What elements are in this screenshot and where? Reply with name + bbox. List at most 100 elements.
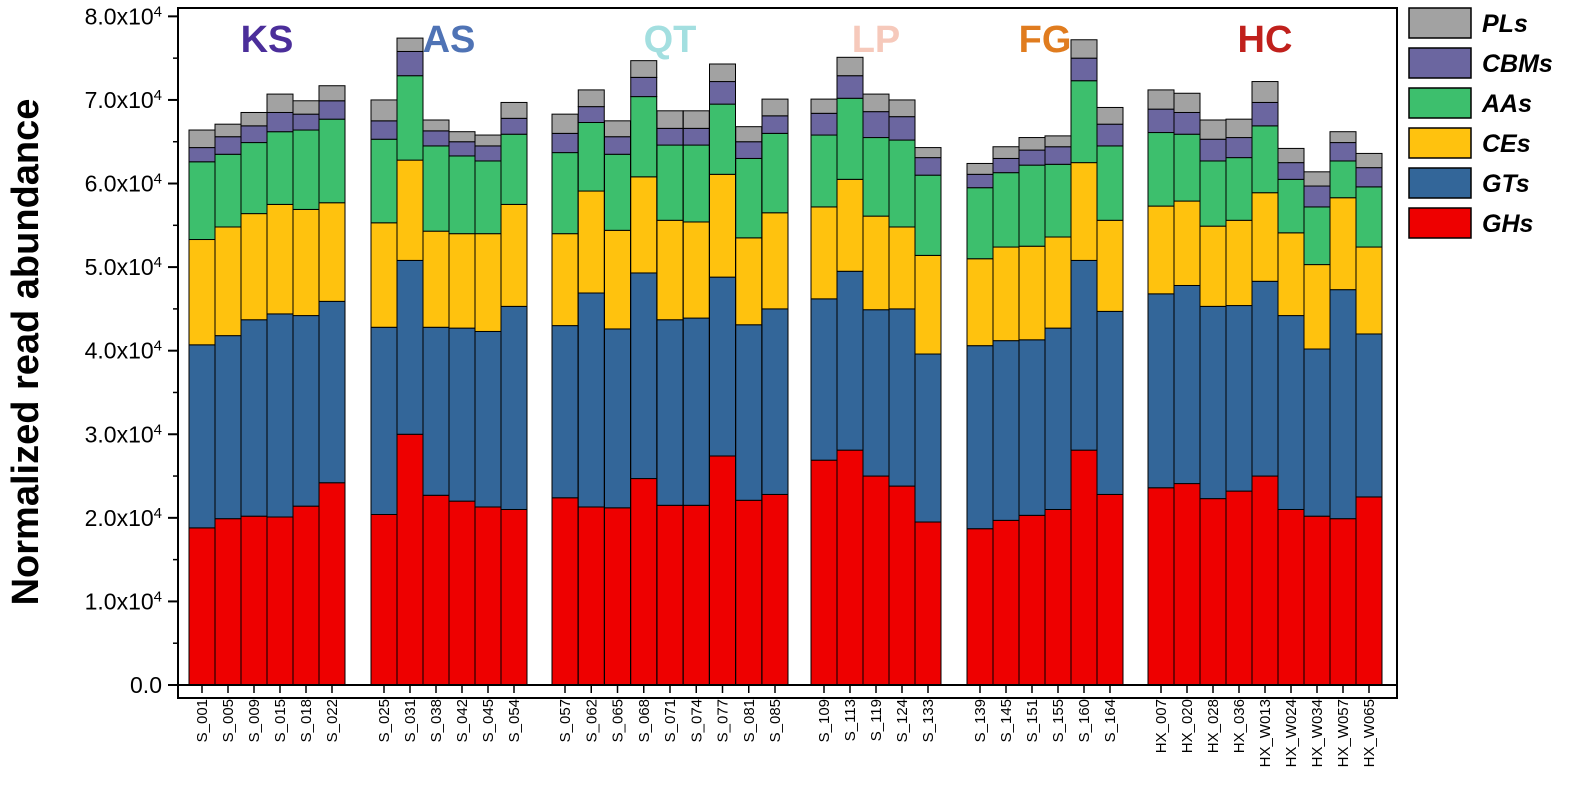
- bar-GHs-S_025: [370, 513, 398, 686]
- legend-swatch-CBMs: [1408, 47, 1472, 79]
- bar-AAs-S_081: [735, 157, 763, 239]
- bar-CBMs-S_005: [214, 136, 242, 155]
- x-tick-label: S_042: [454, 699, 471, 742]
- bar-PLs-S_018: [292, 100, 320, 115]
- bar-GHs-S_139: [966, 528, 994, 686]
- bar-CEs-HX_W024: [1277, 232, 1305, 317]
- bar-GTs-S_074: [682, 317, 710, 506]
- bar-GTs-S_133: [914, 353, 942, 523]
- x-tick-label: S_113: [842, 699, 859, 741]
- bar-AAs-S_068: [630, 96, 658, 178]
- x-tick-label: S_018: [298, 699, 315, 742]
- bar-GHs-S_022: [318, 482, 346, 686]
- bar-GHs-HX_007: [1147, 487, 1175, 686]
- legend-label-CBMs: CBMs: [1482, 50, 1553, 78]
- bar-AAs-S_054: [500, 133, 528, 205]
- bar-AAs-S_005: [214, 153, 242, 228]
- bar-CEs-HX_W057: [1329, 197, 1357, 291]
- group-label-AS: AS: [423, 19, 476, 61]
- bar-AAs-HX_W057: [1329, 160, 1357, 199]
- x-tick-label: S_038: [428, 699, 445, 742]
- bar-GHs-S_009: [240, 515, 268, 686]
- bar-CBMs-S_085: [761, 115, 789, 134]
- bar-CBMs-S_054: [500, 117, 528, 135]
- bar-CEs-S_018: [292, 208, 320, 317]
- bar-CEs-S_145: [992, 246, 1020, 342]
- bar-GTs-S_038: [422, 326, 450, 496]
- bar-GHs-S_001: [188, 527, 216, 686]
- bar-GTs-S_139: [966, 345, 994, 530]
- bar-GTs-S_155: [1044, 327, 1072, 510]
- legend-label-PLs: PLs: [1482, 10, 1528, 38]
- bar-PLs-S_045: [474, 134, 502, 147]
- bar-GTs-S_109: [810, 298, 838, 461]
- bar-GHs-S_065: [604, 507, 631, 686]
- bar-AAs-S_001: [188, 161, 216, 241]
- bar-GHs-HX_W024: [1277, 508, 1305, 686]
- bar-CEs-HX_036: [1225, 219, 1253, 307]
- bar-CEs-S_038: [422, 230, 450, 328]
- bar-GHs-HX_028: [1199, 498, 1227, 686]
- bar-GTs-HX_W034: [1303, 348, 1331, 517]
- bar-CEs-HX_007: [1147, 205, 1175, 295]
- bar-CEs-S_077: [709, 173, 736, 278]
- x-tick-label: S_155: [1050, 699, 1067, 742]
- bar-GHs-S_005: [214, 518, 242, 686]
- group-label-LP: LP: [852, 19, 901, 61]
- bar-CBMs-HX_W057: [1329, 142, 1357, 162]
- bar-GHs-S_151: [1018, 514, 1046, 686]
- x-tick-label: S_065: [610, 699, 627, 742]
- bar-CBMs-HX_028: [1199, 138, 1227, 162]
- bar-GTs-S_081: [735, 324, 763, 501]
- bar-GTs-S_042: [448, 327, 476, 502]
- bar-GHs-S_077: [709, 455, 736, 686]
- x-tick-label: HX_W065: [1361, 699, 1378, 767]
- bar-AAs-S_113: [836, 97, 864, 180]
- legend-swatch-PLs: [1408, 7, 1472, 39]
- bar-CBMs-S_071: [656, 127, 684, 146]
- bar-AAs-HX_028: [1199, 160, 1227, 227]
- bar-CEs-S_139: [966, 258, 994, 347]
- bar-CEs-S_081: [735, 237, 763, 326]
- bar-GHs-S_133: [914, 521, 942, 686]
- bar-PLs-S_062: [577, 89, 605, 108]
- bar-CBMs-S_081: [735, 141, 763, 159]
- bar-CBMs-S_133: [914, 157, 942, 176]
- bar-CBMs-S_145: [992, 157, 1020, 174]
- bar-AAs-S_015: [266, 131, 294, 205]
- bar-AAs-S_133: [914, 174, 942, 256]
- bar-PLs-S_057: [551, 113, 579, 134]
- x-tick-label: S_015: [272, 699, 289, 742]
- bar-CBMs-HX_036: [1225, 137, 1253, 159]
- bar-CBMs-S_155: [1044, 146, 1072, 165]
- bar-GTs-HX_036: [1225, 305, 1253, 492]
- x-tick-label: S_077: [715, 699, 732, 742]
- bar-AAs-S_057: [551, 152, 579, 235]
- bar-PLs-HX_W013: [1251, 81, 1279, 103]
- bar-CBMs-HX_W065: [1355, 167, 1383, 188]
- bar-AAs-HX_036: [1225, 157, 1253, 221]
- bar-AAs-S_042: [448, 155, 476, 235]
- bar-AAs-S_164: [1096, 145, 1124, 221]
- x-tick-label: S_022: [324, 699, 341, 742]
- bar-CBMs-S_062: [577, 106, 605, 124]
- bar-GTs-HX_W024: [1277, 315, 1305, 510]
- bar-GHs-HX_W057: [1329, 518, 1357, 686]
- bar-CBMs-S_038: [422, 130, 450, 147]
- bar-CEs-S_065: [604, 229, 631, 330]
- x-tick-label: S_139: [972, 699, 989, 742]
- bar-PLs-S_031: [396, 37, 424, 52]
- bar-PLs-S_119: [862, 93, 890, 113]
- bar-GTs-S_005: [214, 335, 242, 520]
- bar-GTs-HX_W057: [1329, 289, 1357, 520]
- bar-GHs-HX_036: [1225, 490, 1253, 686]
- bar-CBMs-S_042: [448, 141, 476, 157]
- bar-PLs-HX_W024: [1277, 147, 1305, 164]
- bar-CBMs-HX_007: [1147, 108, 1175, 134]
- bar-CEs-S_025: [370, 222, 398, 328]
- bar-CEs-S_164: [1096, 219, 1124, 312]
- bar-AAs-S_119: [862, 137, 890, 217]
- bar-PLs-S_025: [370, 99, 398, 122]
- x-tick-label: S_025: [376, 699, 393, 742]
- bar-CBMs-S_068: [630, 76, 658, 98]
